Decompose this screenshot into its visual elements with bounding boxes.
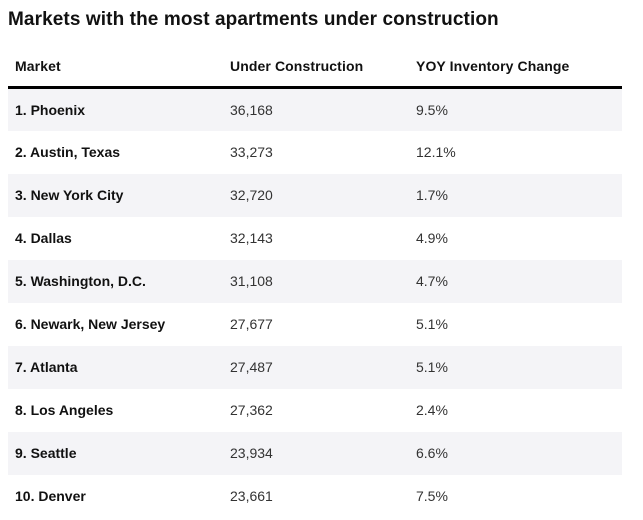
yoy-change-cell: 2.4% <box>416 402 448 418</box>
page-title: Markets with the most apartments under c… <box>8 9 499 30</box>
under-construction-cell: 27,677 <box>230 316 273 332</box>
market-cell: 8. Los Angeles <box>15 402 114 418</box>
yoy-change-cell: 5.1% <box>416 359 448 375</box>
table-header-row: Market Under Construction YOY Inventory … <box>8 31 622 89</box>
market-cell: 10. Denver <box>15 488 86 504</box>
market-cell: 4. Dallas <box>15 230 72 246</box>
market-cell: 5. Washington, D.C. <box>15 273 146 289</box>
under-construction-cell: 23,661 <box>230 488 273 504</box>
yoy-change-cell: 9.5% <box>416 101 448 118</box>
table-row: 9. Seattle 23,934 6.6% <box>8 431 622 475</box>
table-row: 1. Phoenix 36,168 9.5% <box>8 87 622 131</box>
market-cell: 7. Atlanta <box>15 359 78 375</box>
under-construction-cell: 33,273 <box>230 144 273 160</box>
yoy-change-cell: 5.1% <box>416 316 448 332</box>
under-construction-cell: 31,108 <box>230 273 273 289</box>
under-construction-cell: 23,934 <box>230 445 273 461</box>
column-header-under-construction: Under Construction <box>230 31 416 89</box>
table-row: 6. Newark, New Jersey 27,677 5.1% <box>8 302 622 346</box>
yoy-change-cell: 4.9% <box>416 230 448 246</box>
yoy-change-cell: 6.6% <box>416 445 448 461</box>
yoy-change-cell: 12.1% <box>416 144 456 160</box>
yoy-change-cell: 1.7% <box>416 187 448 203</box>
table-row: 3. New York City 32,720 1.7% <box>8 173 622 217</box>
table-row: 10. Denver 23,661 7.5% <box>8 474 622 518</box>
under-construction-cell: 32,720 <box>230 187 273 203</box>
yoy-change-cell: 7.5% <box>416 488 448 504</box>
market-cell: 3. New York City <box>15 187 124 203</box>
market-cell: 9. Seattle <box>15 445 77 461</box>
table-row: 5. Washington, D.C. 31,108 4.7% <box>8 259 622 303</box>
column-header-market: Market <box>8 31 230 89</box>
table-body: 1. Phoenix 36,168 9.5% 2. Austin, Texas 33,2… <box>8 87 622 518</box>
market-cell: 1. Phoenix <box>15 101 86 118</box>
market-cell: 2. Austin, Texas <box>15 144 121 160</box>
under-construction-cell: 27,362 <box>230 402 273 418</box>
table-row: 2. Austin, Texas 33,273 12.1% <box>8 130 622 174</box>
column-header-yoy-inventory-change: YOY Inventory Change <box>416 31 622 89</box>
market-cell: 6. Newark, New Jersey <box>15 316 166 332</box>
yoy-change-cell: 4.7% <box>416 273 448 289</box>
table-header: Market Under Construction YOY Inventory … <box>8 31 622 89</box>
table-row: 4. Dallas 32,143 4.9% <box>8 216 622 260</box>
table-row: 7. Atlanta 27,487 5.1% <box>8 345 622 389</box>
under-construction-cell: 36,168 <box>230 101 273 118</box>
under-construction-cell: 32,143 <box>230 230 273 246</box>
under-construction-cell: 27,487 <box>230 359 273 375</box>
markets-table: Market Under Construction YOY Inventory … <box>8 31 622 518</box>
table-row: 8. Los Angeles 27,362 2.4% <box>8 388 622 432</box>
